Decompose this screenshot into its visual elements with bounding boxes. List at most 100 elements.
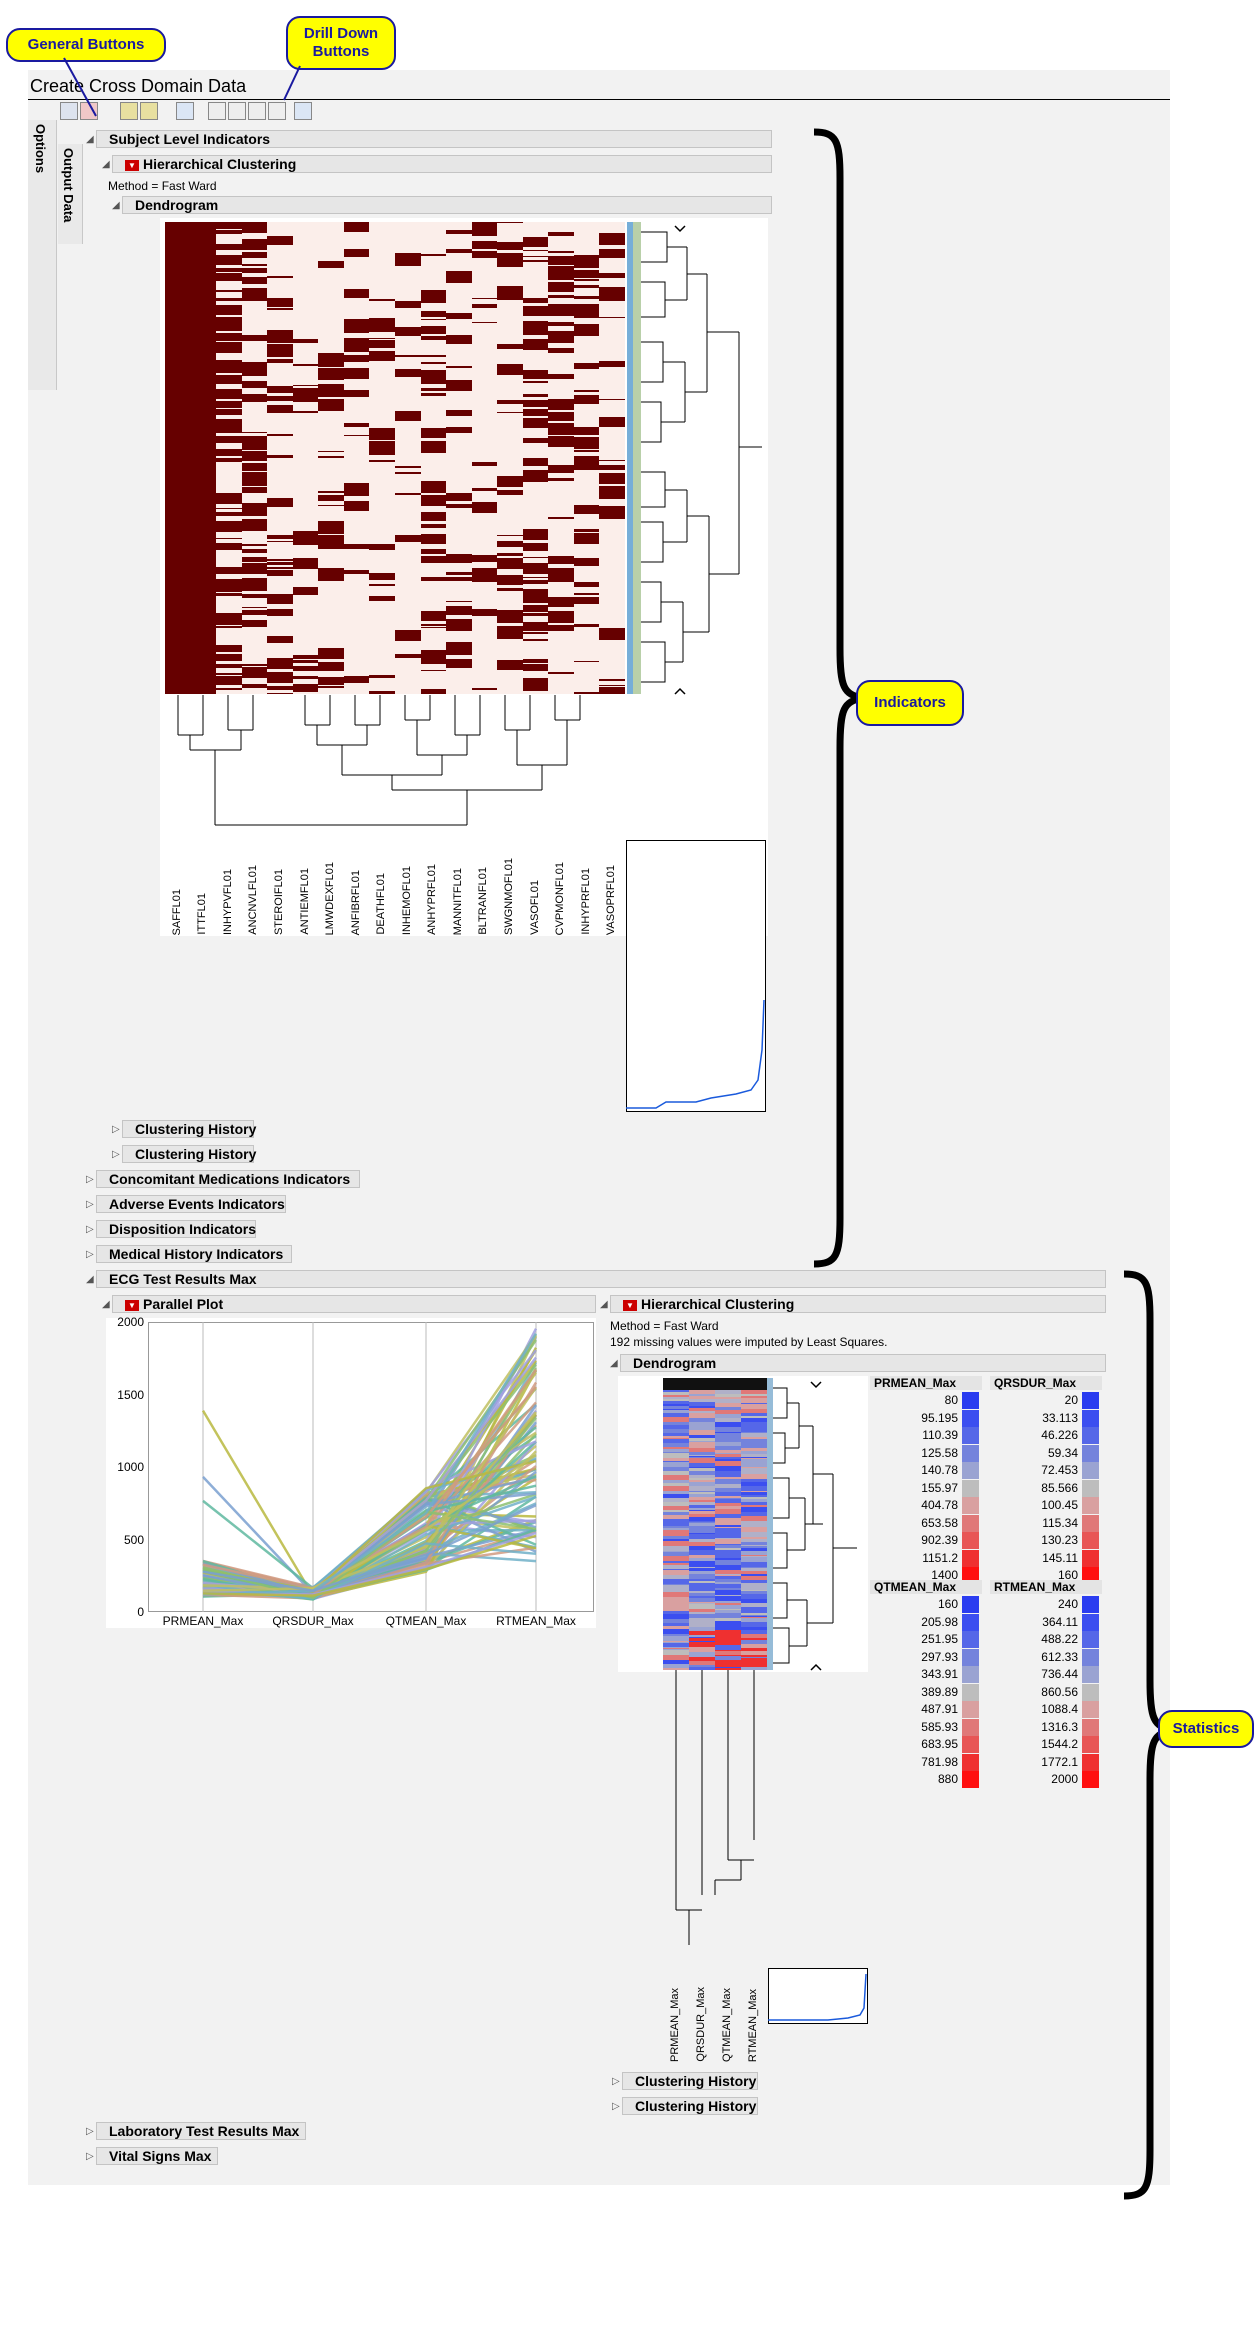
legend-value: 240 — [1057, 1597, 1078, 1611]
expand-triangle-icon[interactable]: ▷ — [86, 1174, 94, 1185]
general-button-1[interactable] — [60, 102, 78, 120]
indicator-column-label: ITTFL01 — [196, 893, 209, 935]
expand-triangle-icon[interactable]: ▷ — [86, 1249, 94, 1260]
disposition-header[interactable]: ▷ Disposition Indicators — [86, 1220, 256, 1238]
clustering-history-header-2[interactable]: ▷ Clustering History — [112, 1145, 256, 1163]
heatmap-column-anfibrfl01 — [343, 222, 370, 694]
legend-swatch — [1082, 1683, 1099, 1701]
ecg-dendrogram-header[interactable]: ◢ Dendrogram — [610, 1354, 1106, 1372]
drill-button-8[interactable] — [294, 102, 312, 120]
heatmap-column-deathfl01 — [369, 222, 395, 694]
y-tick-label: 500 — [123, 1532, 144, 1547]
dendrogram-header[interactable]: ◢ Dendrogram — [112, 196, 772, 214]
parallel-plot-chart — [148, 1322, 594, 1612]
options-tab[interactable] — [28, 120, 57, 390]
collapse-triangle-icon[interactable]: ◢ — [86, 1274, 94, 1285]
legend-swatch — [962, 1718, 979, 1736]
legend-value: 100.45 — [1041, 1498, 1078, 1512]
legend-swatch — [1082, 1532, 1099, 1549]
conmed-header[interactable]: ▷ Concomitant Medications Indicators — [86, 1170, 360, 1188]
red-menu-triangle-icon[interactable]: ▼ — [125, 160, 139, 171]
parallel-plot-label: Parallel Plot — [143, 1296, 224, 1312]
legend-swatch — [962, 1392, 979, 1409]
hier-clustering-header[interactable]: ◢ ▼ Hierarchical Clustering — [102, 155, 772, 173]
medhist-header[interactable]: ▷ Medical History Indicators — [86, 1245, 292, 1263]
y-tick-label: 1000 — [117, 1460, 144, 1474]
ecg-clustering-history-2[interactable]: ▷ Clustering History — [612, 2097, 758, 2115]
general-buttons-callout: General Buttons — [6, 28, 166, 62]
parallel-plot-line — [202, 1510, 537, 1600]
drill-button-3[interactable] — [176, 102, 194, 120]
collapse-triangle-icon[interactable]: ◢ — [102, 1299, 110, 1310]
legend-value: 781.98 — [921, 1754, 958, 1769]
clustering-history-label: Clustering History — [635, 2098, 757, 2114]
legend-value: 404.78 — [921, 1498, 958, 1512]
method-text: Method = Fast Ward — [108, 179, 217, 193]
heatmap-column-vasofl01 — [522, 222, 549, 694]
x-axis-label: QTMEAN_Max — [385, 1614, 467, 1628]
legend-value: 880 — [937, 1772, 958, 1786]
expand-triangle-icon[interactable]: ▷ — [86, 1224, 94, 1235]
legend-value: 80 — [944, 1393, 958, 1407]
legend-swatch — [962, 1427, 979, 1444]
heatmap-column-swgnmofl01 — [497, 222, 523, 694]
collapse-triangle-icon[interactable]: ◢ — [102, 159, 110, 170]
expand-triangle-icon[interactable]: ▷ — [112, 1124, 120, 1135]
expand-triangle-icon[interactable]: ▷ — [86, 2151, 94, 2162]
medhist-label: Medical History Indicators — [109, 1246, 284, 1262]
heatmap-column-inhypvfl01 — [216, 222, 242, 694]
drill-button-7[interactable] — [268, 102, 286, 120]
ecg-column-label: RTMEAN_Max — [747, 1988, 759, 2062]
parallel-plot-header[interactable]: ◢ ▼ Parallel Plot — [102, 1295, 596, 1313]
ecg-clustering-history-1[interactable]: ▷ Clustering History — [612, 2072, 758, 2090]
drill-callout-pointer — [283, 65, 301, 101]
heatmap-column-saffl01 — [165, 222, 191, 694]
collapse-triangle-icon[interactable]: ◢ — [86, 134, 94, 145]
red-menu-triangle-icon[interactable]: ▼ — [125, 1300, 139, 1311]
expand-triangle-icon[interactable]: ▷ — [612, 2101, 620, 2112]
ecg-heatmap — [663, 1378, 767, 1670]
legend-swatch — [1082, 1444, 1099, 1462]
output-data-tab[interactable] — [58, 144, 83, 244]
collapse-triangle-icon[interactable]: ◢ — [600, 1299, 608, 1310]
red-menu-triangle-icon[interactable]: ▼ — [623, 1300, 637, 1311]
row-dendrogram — [627, 222, 762, 695]
drill-button-4[interactable] — [208, 102, 226, 120]
subject-level-header[interactable]: ◢ Subject Level Indicators — [86, 130, 772, 148]
vitals-header[interactable]: ▷ Vital Signs Max — [86, 2147, 218, 2165]
ecg-hier-clustering-header[interactable]: ◢ ▼ Hierarchical Clustering — [600, 1295, 1106, 1313]
legend-value: 140.78 — [921, 1463, 958, 1477]
legend-value: 95.195 — [921, 1410, 958, 1425]
legend-value: 251.95 — [921, 1632, 958, 1646]
expand-triangle-icon[interactable]: ▷ — [112, 1149, 120, 1160]
legend-value: 1151.2 — [922, 1550, 958, 1565]
drill-button-6[interactable] — [248, 102, 266, 120]
legend-value: 160 — [937, 1597, 958, 1611]
collapse-triangle-icon[interactable]: ◢ — [112, 200, 120, 211]
expand-triangle-icon[interactable]: ▷ — [612, 2076, 620, 2087]
distance-graph — [626, 840, 766, 1112]
legend-value: 72.453 — [1041, 1463, 1078, 1477]
drill-button-2[interactable] — [140, 102, 158, 120]
indicator-column-label: SAFFL01 — [170, 888, 183, 935]
indicator-column-labels: SAFFL01 ITTFL01 INHYPVFL01 ANCNVLFL01 STEROI… — [165, 835, 625, 935]
legend-swatch — [1082, 1701, 1099, 1718]
ecg-label: ECG Test Results Max — [109, 1271, 257, 1287]
x-axis-label: QRSDUR_Max — [272, 1614, 354, 1628]
x-axis-label: PRMEAN_Max — [162, 1614, 244, 1628]
indicator-column-label: INHYPVFL01 — [221, 868, 234, 935]
collapse-triangle-icon[interactable]: ◢ — [610, 1358, 618, 1369]
drill-button-5[interactable] — [228, 102, 246, 120]
lab-header[interactable]: ▷ Laboratory Test Results Max — [86, 2122, 306, 2140]
ecg-header[interactable]: ◢ ECG Test Results Max — [86, 1270, 1106, 1288]
drill-button-1[interactable] — [120, 102, 138, 120]
ecg-dendrogram-label: Dendrogram — [633, 1355, 717, 1371]
expand-triangle-icon[interactable]: ▷ — [86, 2126, 94, 2137]
color-legends: PRMEAN_Max 80 95.195 110.39 125.58 140.78 155.… — [870, 1376, 1110, 1796]
clustering-history-header-1[interactable]: ▷ Clustering History — [112, 1120, 256, 1138]
expand-triangle-icon[interactable]: ▷ — [86, 1199, 94, 1210]
legend-swatch — [1082, 1462, 1099, 1479]
adverse-header[interactable]: ▷ Adverse Events Indicators — [86, 1195, 286, 1213]
y-tick-label: 0 — [137, 1605, 144, 1619]
legend-swatch — [962, 1567, 979, 1584]
